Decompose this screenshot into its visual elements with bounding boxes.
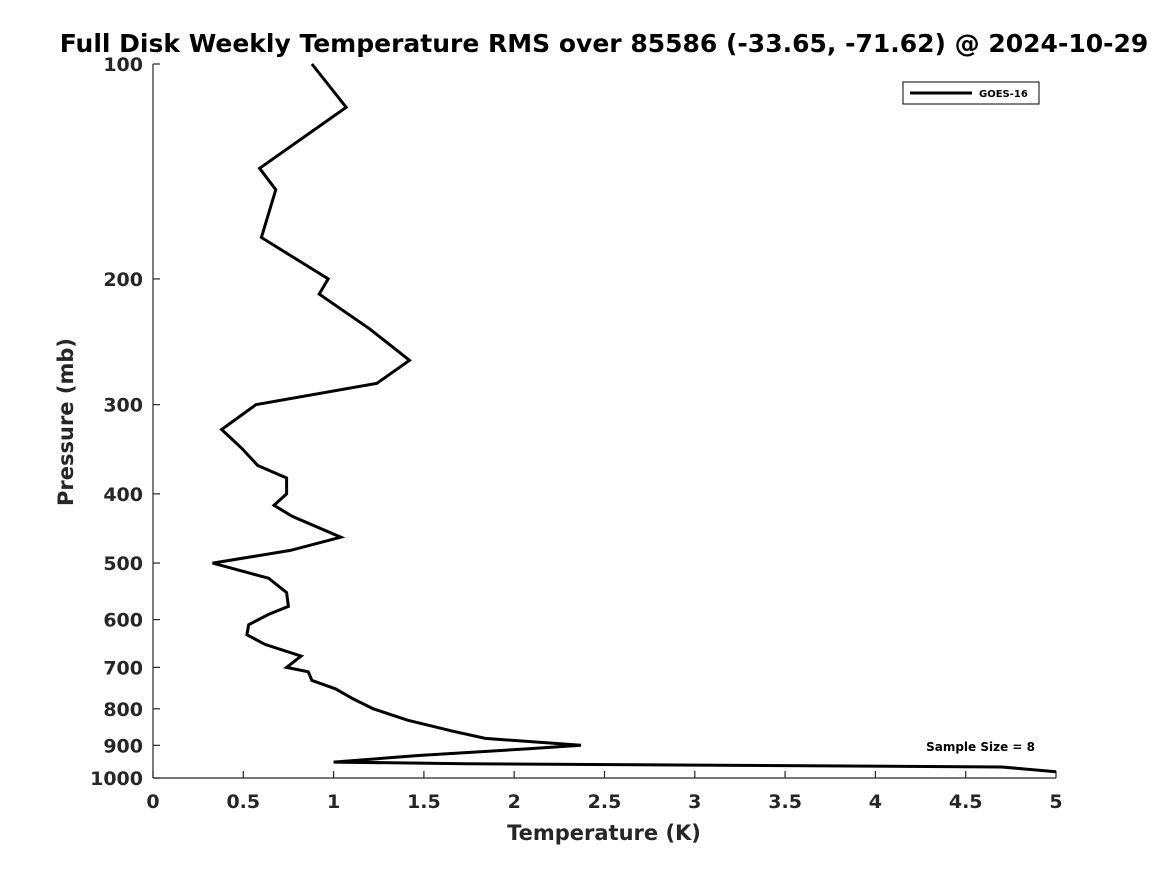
x-tick-label: 1.5	[407, 791, 441, 813]
y-tick-label: 1000	[90, 768, 143, 790]
x-tick-label: 5	[1049, 791, 1062, 813]
y-tick-label: 600	[103, 610, 143, 632]
y-tick-label: 800	[103, 699, 143, 721]
x-tick-label: 2	[508, 791, 521, 813]
y-tick-label: 300	[103, 395, 143, 417]
y-tick-label: 400	[103, 484, 143, 506]
series-line-goes-16	[212, 63, 1057, 774]
y-ticks: 100 200 300 400 500 600 700 800 900 1000	[90, 54, 160, 790]
legend-label-goes-16: GOES-16	[979, 89, 1028, 100]
series-layer	[212, 63, 1057, 774]
x-tick-label: 1	[327, 791, 340, 813]
y-axis-label: Pressure (mb)	[54, 338, 78, 506]
x-tick-label: 4.5	[949, 791, 983, 813]
sample-size-annotation: Sample Size = 8	[926, 740, 1035, 754]
chart-title: Full Disk Weekly Temperature RMS over 85…	[60, 29, 1149, 58]
plot-area: 0 0.5 1 1.5 2 2.5 3 3.5 4 4.5 5 100 200 300 400 500 600…	[90, 54, 1063, 813]
x-tick-label: 4	[869, 791, 882, 813]
y-tick-label: 100	[103, 54, 143, 76]
x-tick-label: 3.5	[768, 791, 802, 813]
y-tick-label: 200	[103, 269, 143, 291]
y-tick-label: 500	[103, 553, 143, 575]
x-tick-label: 0	[146, 791, 159, 813]
y-tick-label: 900	[103, 735, 143, 757]
x-axis-label: Temperature (K)	[507, 821, 701, 845]
x-tick-label: 2.5	[588, 791, 622, 813]
x-ticks: 0 0.5 1 1.5 2 2.5 3 3.5 4 4.5 5	[146, 771, 1063, 813]
x-tick-label: 0.5	[226, 791, 260, 813]
x-tick-label: 3	[688, 791, 701, 813]
legend: GOES-16	[902, 81, 1040, 105]
y-tick-label: 700	[103, 657, 143, 679]
